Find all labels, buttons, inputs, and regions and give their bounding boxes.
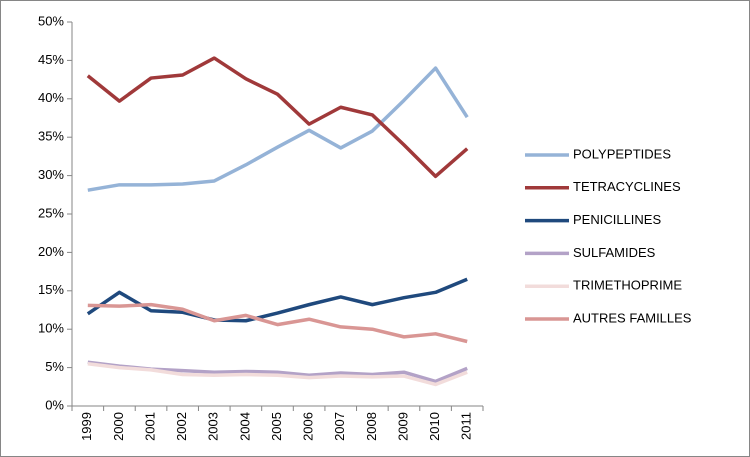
x-tick-label: 2011	[459, 412, 474, 440]
x-tick-label: 2001	[142, 412, 157, 441]
legend-label: TETRACYCLINES	[573, 179, 681, 194]
y-tick-label: 35%	[38, 129, 64, 144]
legend-label: SULFAMIDES	[573, 245, 656, 260]
legend-label: TRIMETHOPRIME	[573, 278, 682, 293]
line-series	[87, 362, 468, 387]
y-tick-label: 30%	[38, 167, 64, 182]
line-series	[86, 56, 469, 179]
y-tick-label: 0%	[45, 397, 64, 412]
x-tick-label: 2009	[395, 412, 410, 441]
legend-label: PENICILLINES	[573, 212, 661, 227]
x-tick-label: 2007	[332, 412, 347, 441]
y-tick-label: 45%	[38, 52, 64, 67]
x-tick-label: 2005	[269, 412, 284, 441]
legend-label: AUTRES FAMILLES	[573, 310, 692, 325]
x-tick-label: 2004	[237, 412, 252, 441]
x-tick-label: 2002	[174, 412, 189, 441]
x-tick-label: 2003	[206, 412, 221, 441]
x-tick-label: 1999	[79, 412, 94, 441]
y-tick-label: 25%	[38, 205, 64, 220]
y-tick-label: 5%	[45, 359, 64, 374]
x-tick-label: 2010	[427, 412, 442, 441]
legend-label: POLYPEPTIDES	[573, 146, 671, 161]
line-series	[87, 66, 469, 192]
x-tick-label: 2008	[364, 412, 379, 441]
y-tick-label: 20%	[38, 244, 64, 259]
y-tick-label: 10%	[38, 321, 64, 336]
line-series	[87, 302, 468, 344]
x-tick-label: 2000	[111, 412, 126, 441]
line-series	[86, 277, 468, 323]
y-tick-label: 40%	[38, 90, 64, 105]
y-tick-label: 50%	[38, 13, 64, 28]
y-tick-label: 15%	[38, 282, 64, 297]
x-tick-label: 2006	[301, 412, 316, 441]
